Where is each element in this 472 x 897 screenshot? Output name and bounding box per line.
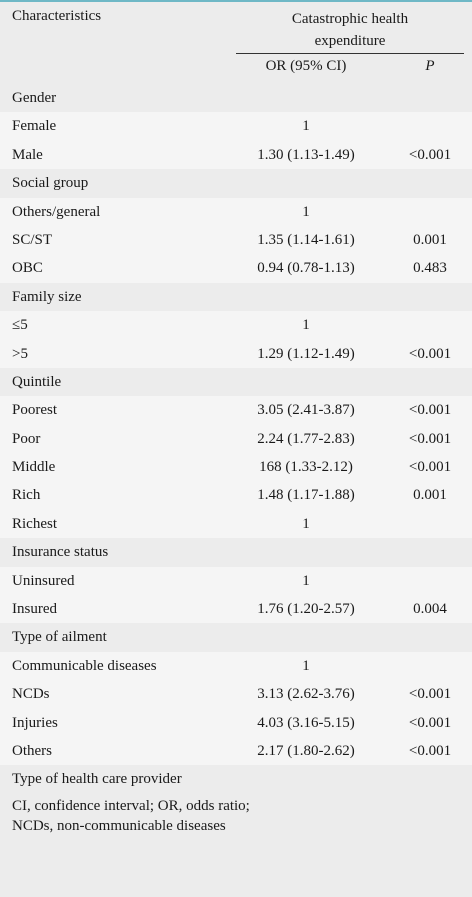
header-group-line2: expenditure xyxy=(314,33,386,49)
table-row: Female 1 xyxy=(0,112,472,140)
section-header-row: Gender xyxy=(0,84,472,113)
table-row: NCDs 3.13 (2.62-3.76) <0.001 xyxy=(0,680,472,708)
row-p-value: <0.001 xyxy=(408,402,452,419)
row-or-value: 1.48 (1.17-1.88) xyxy=(257,487,355,504)
row-or-value: 1 xyxy=(302,118,310,135)
header-or: OR (95% CI) xyxy=(265,58,347,74)
row-or-value: 2.17 (1.80-2.62) xyxy=(257,742,355,759)
section-header-row: Type of health care provider xyxy=(0,765,472,794)
row-or-value: 1.35 (1.14-1.61) xyxy=(257,231,355,248)
row-or-value: 1.29 (1.12-1.49) xyxy=(257,345,355,362)
row-or-value: 4.03 (3.16-5.15) xyxy=(257,714,355,731)
row-label: ≤5 xyxy=(12,317,28,334)
row-p-value: 0.483 xyxy=(413,260,447,277)
footnote-line2: NCDs, non-communicable diseases xyxy=(12,818,226,834)
row-p-value: 0.001 xyxy=(413,231,447,248)
row-label: Poorest xyxy=(12,402,57,419)
table-row: >5 1.29 (1.12-1.49) <0.001 xyxy=(0,340,472,368)
section-header-row: Family size xyxy=(0,282,472,312)
row-p-value: 0.001 xyxy=(413,487,447,504)
header-group-line1: Catastrophic health xyxy=(291,11,409,27)
table-row: Poorest 3.05 (2.41-3.87) <0.001 xyxy=(0,396,472,424)
row-label: Family size xyxy=(12,288,82,305)
row-p-value: <0.001 xyxy=(408,459,452,476)
table-row: Injuries 4.03 (3.16-5.15) <0.001 xyxy=(0,709,472,737)
row-label: Insured xyxy=(12,601,57,618)
row-label: Rich xyxy=(12,487,41,504)
table-row: Uninsured 1 xyxy=(0,567,472,595)
table-row: OBC 0.94 (0.78-1.13) 0.483 xyxy=(0,254,472,282)
row-label: Richest xyxy=(12,515,57,532)
row-label: Type of health care provider xyxy=(12,771,182,788)
section-header-row: Insurance status xyxy=(0,538,472,567)
table-row: Middle 168 (1.33-2.12) <0.001 xyxy=(0,453,472,481)
row-or-value: 1 xyxy=(302,657,310,674)
table-row: Others/general 1 xyxy=(0,198,472,226)
table-row: Male 1.30 (1.13-1.49) <0.001 xyxy=(0,141,472,169)
table-row: Rich 1.48 (1.17-1.88) 0.001 xyxy=(0,481,472,509)
header-p: P xyxy=(425,58,435,74)
row-or-value: 1 xyxy=(302,203,310,220)
row-label: Others xyxy=(12,742,52,759)
section-header-row: Quintile xyxy=(0,367,472,397)
row-label: >5 xyxy=(12,345,28,362)
footnote-line1: CI, confidence interval; OR, odds ratio; xyxy=(12,798,250,814)
table-footnote: CI, confidence interval; OR, odds ratio;… xyxy=(0,794,472,897)
row-or-value: 1.76 (1.20-2.57) xyxy=(257,601,355,618)
row-p-value: <0.001 xyxy=(408,146,452,163)
row-p-value: <0.001 xyxy=(408,742,452,759)
table-row: Others 2.17 (1.80-2.62) <0.001 xyxy=(0,737,472,765)
row-label: Gender xyxy=(12,90,57,106)
row-label: Others/general xyxy=(12,203,101,220)
row-label: SC/ST xyxy=(12,231,53,248)
row-label: NCDs xyxy=(12,686,50,703)
row-label: Type of ailment xyxy=(12,629,107,646)
header-characteristics: Characteristics xyxy=(12,8,102,24)
table-row: SC/ST 1.35 (1.14-1.61) 0.001 xyxy=(0,226,472,254)
table-row: Insured 1.76 (1.20-2.57) 0.004 xyxy=(0,595,472,623)
row-label: Injuries xyxy=(12,714,58,731)
row-p-value: <0.001 xyxy=(408,714,452,731)
row-or-value: 3.13 (2.62-3.76) xyxy=(257,686,355,703)
row-label: Middle xyxy=(12,459,56,476)
row-p-value: <0.001 xyxy=(408,686,452,703)
row-p-value: <0.001 xyxy=(408,430,452,447)
row-or-value: 0.94 (0.78-1.13) xyxy=(257,260,355,277)
row-or-value: 1.30 (1.13-1.49) xyxy=(257,146,355,163)
footnote-text: CI, confidence interval; OR, odds ratio;… xyxy=(12,796,462,836)
row-p-value: 0.004 xyxy=(413,601,447,618)
header-group-title: Catastrophic health expenditure xyxy=(236,8,464,52)
row-or-value: 3.05 (2.41-3.87) xyxy=(257,402,355,419)
row-label: Quintile xyxy=(12,373,62,390)
row-or-value: 1 xyxy=(302,572,310,589)
row-label: Communicable diseases xyxy=(12,657,157,674)
table-row: Poor 2.24 (1.77-2.83) <0.001 xyxy=(0,425,472,453)
header-rule xyxy=(236,53,464,54)
row-label: Insurance status xyxy=(12,544,109,561)
row-or-value: 168 (1.33-2.12) xyxy=(259,459,353,476)
table-row: ≤5 1 xyxy=(0,311,472,339)
row-label: Uninsured xyxy=(12,572,75,589)
row-or-value: 2.24 (1.77-2.83) xyxy=(257,430,355,447)
table-header: Characteristics Catastrophic health expe… xyxy=(0,2,472,84)
table-row: Communicable diseases 1 xyxy=(0,652,472,680)
row-label: Poor xyxy=(12,430,41,447)
row-label: Social group xyxy=(12,175,89,192)
row-p-value: <0.001 xyxy=(408,345,452,362)
row-or-value: 1 xyxy=(302,317,310,334)
top-rule xyxy=(0,0,472,2)
row-label: Male xyxy=(12,146,43,163)
table-body: Gender Female 1 Male 1.30 (1.13-1.49) <0.001 S… xyxy=(0,84,472,851)
row-label: Female xyxy=(12,118,57,135)
section-header-row: Type of ailment xyxy=(0,623,472,652)
row-or-value: 1 xyxy=(302,515,310,532)
table-row: Richest 1 xyxy=(0,510,472,538)
section-header-row: Social group xyxy=(0,169,472,198)
row-label: OBC xyxy=(12,260,43,277)
